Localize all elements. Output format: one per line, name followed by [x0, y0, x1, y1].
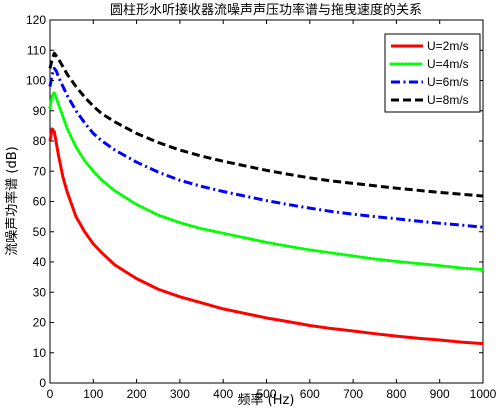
x-tick-label: 1000	[470, 387, 497, 401]
y-tick-label: 50	[33, 225, 47, 239]
y-tick-label: 80	[33, 134, 47, 148]
x-tick-label: 800	[386, 387, 406, 401]
y-tick-label: 30	[33, 285, 47, 299]
y-tick-label: 110	[27, 43, 46, 57]
legend-label: U=6m/s	[427, 75, 469, 89]
legend-label: U=4m/s	[427, 57, 469, 71]
y-tick-label: 60	[33, 195, 47, 209]
legend-label: U=2m/s	[427, 39, 469, 53]
x-tick-label: 400	[213, 387, 233, 401]
y-tick-label: 70	[33, 164, 47, 178]
x-tick-label: 600	[300, 387, 320, 401]
x-tick-label: 500	[256, 387, 276, 401]
x-tick-label: 200	[127, 387, 147, 401]
x-tick-label: 300	[170, 387, 190, 401]
x-tick-label: 700	[343, 387, 363, 401]
x-axis-label: 频率 (Hz)	[238, 392, 295, 408]
y-tick-label: 10	[33, 346, 47, 360]
series-line-u-6m-s	[48, 66, 484, 229]
y-tick-label: 120	[26, 13, 46, 27]
x-tick-label: 900	[430, 387, 450, 401]
x-tick-label: 0	[47, 387, 54, 401]
y-tick-label: 40	[33, 255, 47, 269]
y-tick-label: 20	[33, 316, 47, 330]
y-tick-label: 100	[26, 74, 46, 88]
legend-label: U=8m/s	[427, 93, 469, 107]
series-line-u-2m-s	[48, 127, 484, 346]
y-tick-label: 90	[33, 104, 47, 118]
series-line-u-4m-s	[48, 91, 485, 272]
y-tick-label: 0	[39, 376, 46, 390]
x-tick-label: 100	[83, 387, 103, 401]
legend: U=2m/s U=4m/s U=6m/s U=8m/s	[384, 33, 481, 113]
chart-title: 圆柱形水听接收器流噪声声压功率谱与拖曳速度的关系	[110, 2, 422, 18]
y-axis-label: 流噪声功率谱 (dB)	[4, 146, 20, 255]
series-line-u-8m-s	[48, 51, 484, 198]
